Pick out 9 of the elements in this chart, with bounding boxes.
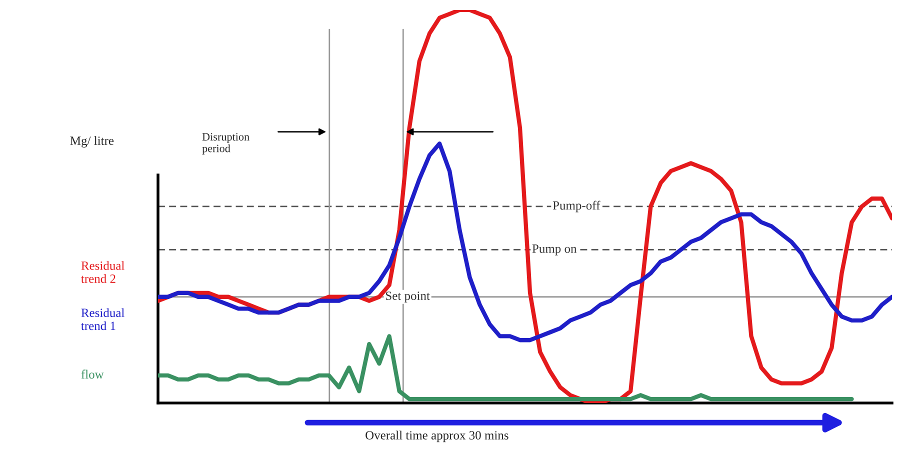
- ref-line-label: Pump-off: [552, 200, 600, 212]
- text: Overall time approx 30 mins: [366, 430, 508, 442]
- ref-line-label: Pump on: [532, 244, 577, 256]
- text: flow: [81, 370, 104, 379]
- y-axis-title: Mg/ litre: [70, 136, 114, 148]
- ref-line-label: Set point: [386, 292, 430, 303]
- text: Residual trend 2: [81, 261, 124, 283]
- annotation: Disruption period: [202, 133, 250, 154]
- text: Residual trend 1: [81, 308, 124, 330]
